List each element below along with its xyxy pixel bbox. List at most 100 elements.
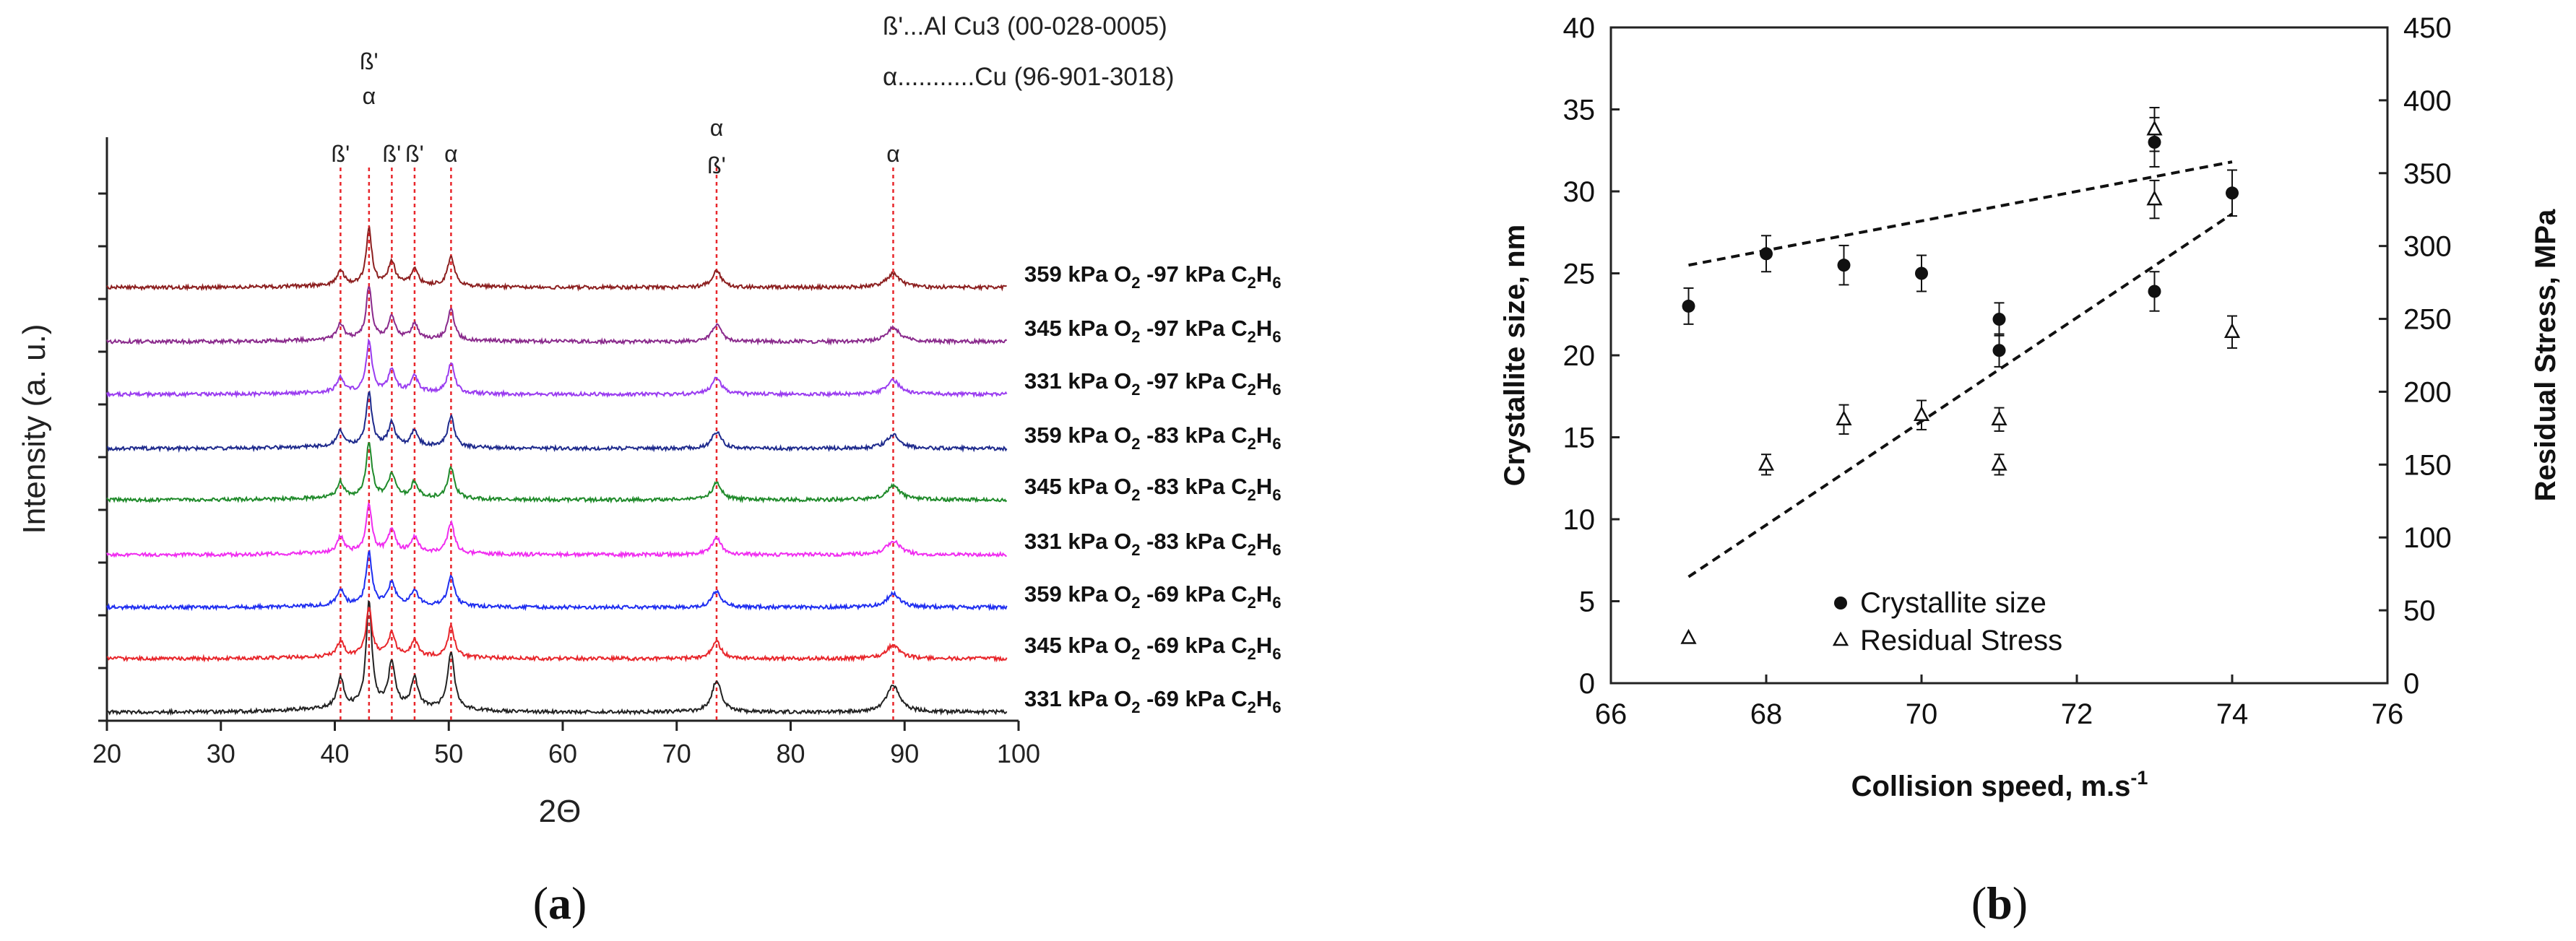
x-tick-label: 20 <box>92 739 121 768</box>
legend-triangle-marker <box>1832 631 1849 646</box>
phase-marker-label: ß' <box>707 152 726 178</box>
series-label: 345 kPa O2 -69 kPa C2H6 <box>1024 633 1281 663</box>
x-tick-label: 90 <box>890 739 919 768</box>
stress-point <box>2146 190 2163 206</box>
series-label-part: -83 kPa C <box>1140 529 1247 554</box>
y-tick-label: 10 <box>1563 504 1596 536</box>
series-label-part: 331 kPa O <box>1024 368 1131 394</box>
series-label-part: 2 <box>1248 381 1256 399</box>
legend-crystallite-label: Crystallite size <box>1860 587 2046 619</box>
series-label-part: 331 kPa O <box>1024 529 1131 554</box>
y2-tick-label: 150 <box>2403 449 2452 481</box>
x-tick-label: 72 <box>2061 698 2093 730</box>
y-tick-label: 0 <box>1579 668 1595 700</box>
series-label-part: 359 kPa O <box>1024 422 1131 448</box>
xrd-pattern-line <box>106 286 1008 346</box>
y2-tick-label: 50 <box>2403 595 2436 627</box>
x-tick-label: 60 <box>548 739 577 768</box>
axis-ticks: 66 68 70 72 74 760510152025303540050100150200… <box>1563 12 2452 730</box>
x-tick-label: 70 <box>662 739 691 768</box>
series-label-part: -69 kPa C <box>1140 633 1247 658</box>
legend-circle-marker <box>1834 597 1847 610</box>
crystallite-point <box>1992 313 2006 326</box>
crystallite-point <box>1837 259 1851 272</box>
x-tick-label: 74 <box>2216 698 2249 730</box>
series-label-part: -97 kPa C <box>1140 261 1247 287</box>
y-tick-label: 15 <box>1563 422 1596 454</box>
series-label-part: 2 <box>1248 698 1256 716</box>
xrd-panel: 20 30 40 50 60 70 80 90 100 ß'ß'αß' ß' ααß' α 331 k… <box>17 12 1281 929</box>
series-label-part: H <box>1256 581 1272 607</box>
stress-point <box>2223 323 2241 338</box>
series-label-part: 2 <box>1248 645 1256 663</box>
series-label-part: 2 <box>1248 541 1256 559</box>
y-tick-label: 35 <box>1563 95 1596 126</box>
y-tick-label: 30 <box>1563 176 1596 208</box>
series-label-part: 6 <box>1272 274 1281 292</box>
phase-marker-label: ß' <box>360 48 379 74</box>
series-label-part: 2 <box>1131 541 1140 559</box>
series-label: 359 kPa O2 -69 kPa C2H6 <box>1024 581 1281 612</box>
series-label: 345 kPa O2 -83 kPa C2H6 <box>1024 474 1281 504</box>
series-label-part: 2 <box>1131 486 1140 504</box>
x-tick-label: 100 <box>997 739 1040 768</box>
series-label-part: 6 <box>1272 328 1281 346</box>
series-label-part: 2 <box>1248 328 1256 346</box>
crystallite-point <box>2226 186 2239 200</box>
series-label-part: 2 <box>1131 594 1140 612</box>
y-axis-label: Crystallite size, nm <box>1499 225 1531 486</box>
crystallite-point <box>1915 266 1928 280</box>
series-label: 359 kPa O2 -97 kPa C2H6 <box>1024 261 1281 292</box>
y2-tick-label: 350 <box>2403 158 2452 190</box>
series-label-part: 2 <box>1131 381 1140 399</box>
x-axis-label: 2Θ <box>539 794 582 829</box>
series-label-part: H <box>1256 316 1272 341</box>
stress-point <box>1991 455 2007 471</box>
series-label-part: H <box>1256 633 1272 658</box>
y-tick-label: 5 <box>1579 586 1595 618</box>
panel-caption-b: (b) <box>1971 877 2028 929</box>
y2-tick-label: 100 <box>2403 522 2452 554</box>
legend-line-alpha: α...........Cu (96-901-3018) <box>883 63 1174 91</box>
y2-tick-label: 400 <box>2403 85 2452 117</box>
series-label-part: -69 kPa C <box>1140 581 1247 607</box>
series-label-part: -97 kPa C <box>1140 368 1247 394</box>
series-label-part: 6 <box>1272 381 1281 399</box>
x-axis-ticks: 20 30 40 50 60 70 80 90 100 <box>92 721 1040 768</box>
x-tick-label: 70 <box>1906 698 1938 730</box>
x-tick-label: 76 <box>2372 698 2404 730</box>
y2-tick-label: 450 <box>2403 12 2452 44</box>
legend-line-beta: ß'...Al Cu3 (00-028-0005) <box>883 12 1167 40</box>
y2-tick-label: 300 <box>2403 231 2452 263</box>
series-label-part: H <box>1256 474 1272 499</box>
xrd-pattern-line <box>106 226 1007 292</box>
series-label-part: 2 <box>1248 594 1256 612</box>
series-label-part: 6 <box>1272 645 1281 663</box>
stress-point <box>1680 628 1697 644</box>
series-label-part: -83 kPa C <box>1140 474 1247 499</box>
data-points <box>1680 106 2241 644</box>
y-tick-label: 40 <box>1563 12 1596 44</box>
y2-tick-label: 250 <box>2403 304 2452 336</box>
series-label-part: H <box>1256 368 1272 394</box>
series-label-part: 2 <box>1248 274 1256 292</box>
series-label-part: -83 kPa C <box>1140 422 1247 448</box>
series-label: 331 kPa O2 -83 kPa C2H6 <box>1024 529 1281 559</box>
x-tick-label: 30 <box>207 739 235 768</box>
trend-line <box>1688 160 2233 267</box>
series-label-part: 345 kPa O <box>1024 474 1131 499</box>
series-label-part: 6 <box>1272 594 1281 612</box>
y-axis-ticks <box>98 192 107 722</box>
series-label-part: 6 <box>1272 541 1281 559</box>
crystallite-point <box>2148 285 2161 298</box>
legend-stress-label: Residual Stress <box>1860 625 2062 656</box>
series-label-part: H <box>1256 422 1272 448</box>
xrd-pattern-line <box>106 607 1008 663</box>
series-label: 345 kPa O2 -97 kPa C2H6 <box>1024 316 1281 346</box>
phase-marker-label: α <box>363 83 376 109</box>
stress-point <box>2146 120 2163 136</box>
series-label-part: 6 <box>1272 435 1281 453</box>
y2-axis-label: Residual Stress, MPa <box>2530 209 2562 501</box>
series-label-part: -97 kPa C <box>1140 316 1247 341</box>
y2-tick-label: 200 <box>2403 376 2452 408</box>
